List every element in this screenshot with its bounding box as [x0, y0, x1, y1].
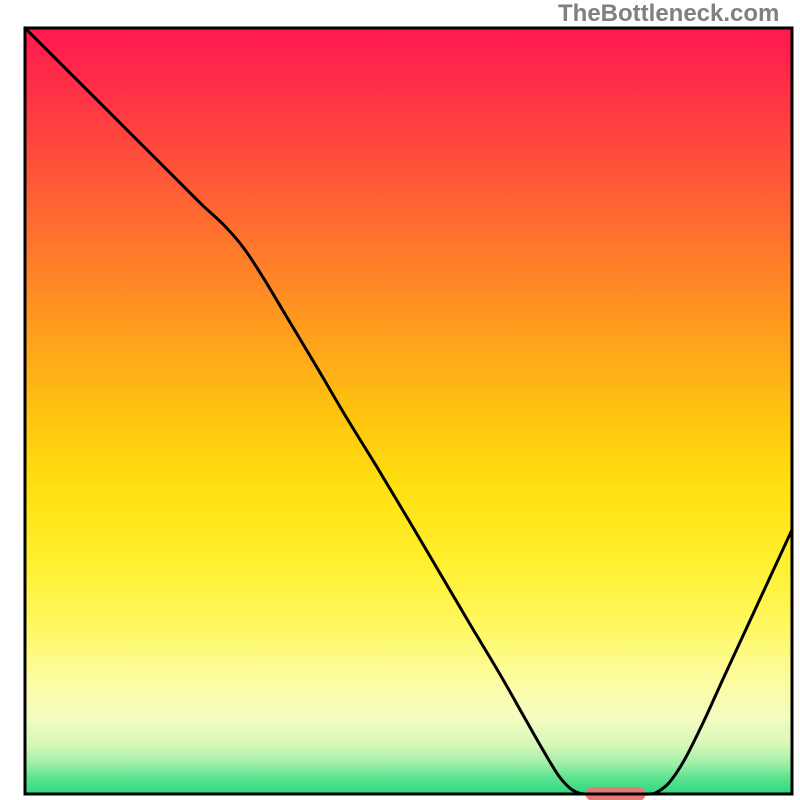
bottleneck-chart: [0, 0, 800, 800]
watermark-text: TheBottleneck.com: [558, 0, 779, 28]
chart-container: TheBottleneck.com: [0, 0, 800, 800]
